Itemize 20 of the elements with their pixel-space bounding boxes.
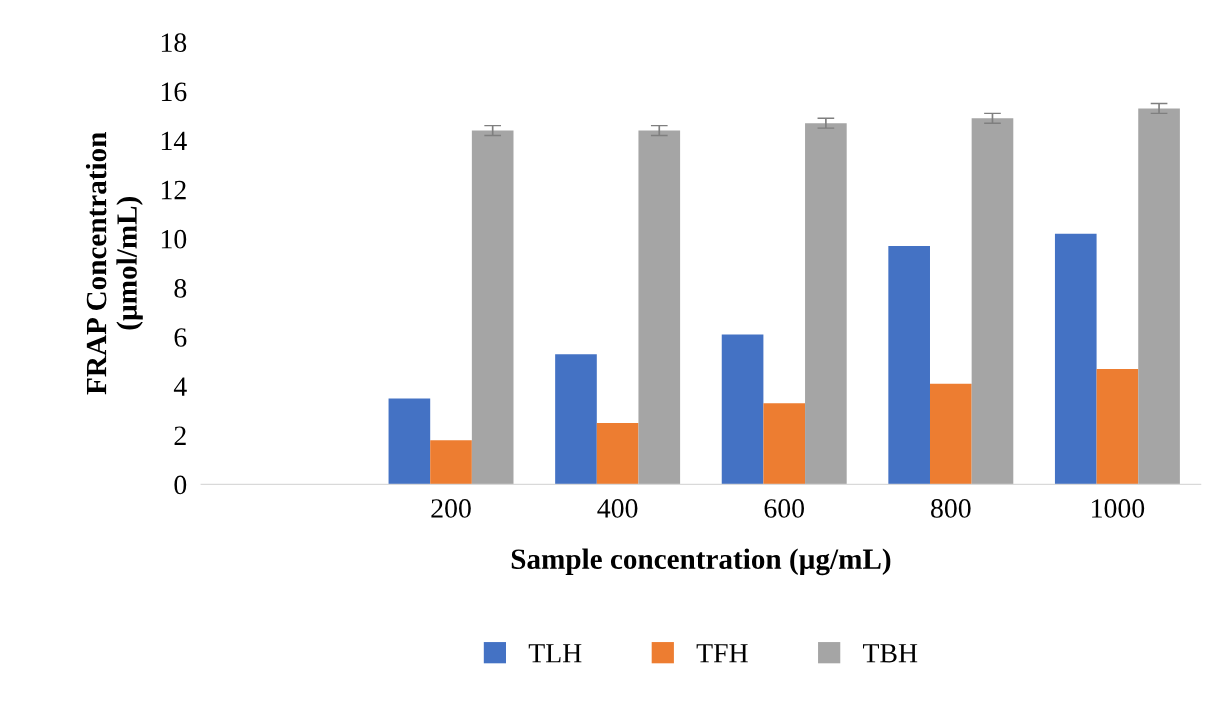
x-tick-label: 200 [431, 499, 471, 518]
y-tick-label: 16 [161, 82, 187, 102]
y-tick-label: 12 [161, 180, 186, 200]
y-tick-label: 4 [173, 377, 187, 396]
x-axis-title: Sample concentration (µg/mL) [511, 548, 891, 576]
y-tick-label: 0 [174, 475, 187, 495]
x-tick-label: 600 [764, 499, 804, 518]
y-tick-label: 2 [174, 426, 186, 445]
legend-label: TLH [528, 644, 582, 663]
y-axis-title: FRAP Concentration (µmol/mL) [85, 132, 143, 395]
y-tick-label: 14 [161, 131, 187, 151]
x-tick-label: 1000 [1092, 499, 1145, 518]
y-tick-label: 6 [174, 328, 187, 347]
y-tick-label: 18 [161, 33, 187, 53]
x-tick-label: 400 [597, 499, 638, 518]
legend-label: TBH [863, 644, 918, 663]
y-tick-label: 10 [161, 229, 187, 249]
legend-label: TFH [696, 644, 748, 663]
x-tick-label: 800 [931, 499, 971, 518]
y-tick-label: 8 [174, 278, 187, 298]
